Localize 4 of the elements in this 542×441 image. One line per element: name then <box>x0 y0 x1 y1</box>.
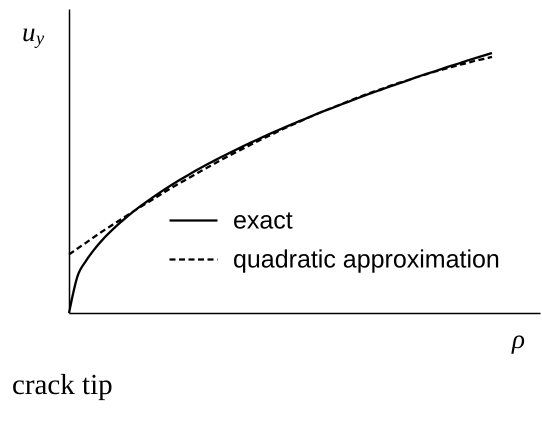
legend-label: quadratic approximation <box>233 246 500 274</box>
text: crack tip <box>12 369 113 401</box>
x-axis-title: ρ <box>511 324 525 354</box>
legend-label: exact <box>233 206 293 234</box>
